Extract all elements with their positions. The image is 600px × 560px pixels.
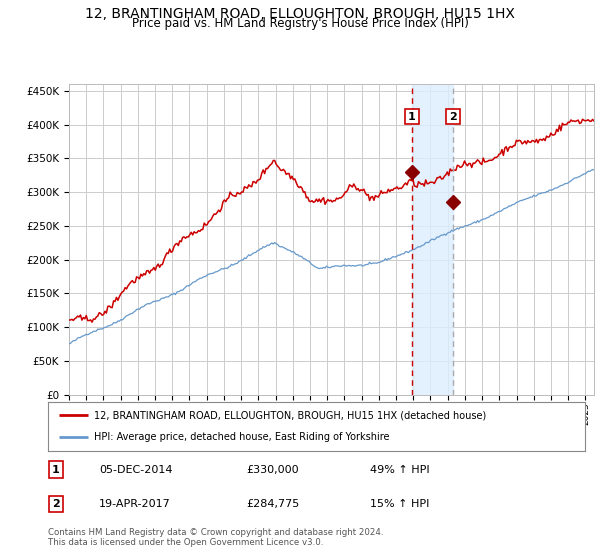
Text: 49% ↑ HPI: 49% ↑ HPI bbox=[370, 465, 430, 475]
Text: 19-APR-2017: 19-APR-2017 bbox=[99, 499, 171, 509]
Text: Price paid vs. HM Land Registry's House Price Index (HPI): Price paid vs. HM Land Registry's House … bbox=[131, 17, 469, 30]
Text: HPI: Average price, detached house, East Riding of Yorkshire: HPI: Average price, detached house, East… bbox=[94, 432, 389, 442]
Text: 15% ↑ HPI: 15% ↑ HPI bbox=[370, 499, 430, 509]
Text: Contains HM Land Registry data © Crown copyright and database right 2024.
This d: Contains HM Land Registry data © Crown c… bbox=[48, 528, 383, 547]
Text: 12, BRANTINGHAM ROAD, ELLOUGHTON, BROUGH, HU15 1HX (detached house): 12, BRANTINGHAM ROAD, ELLOUGHTON, BROUGH… bbox=[94, 410, 486, 421]
Bar bbox=[412, 84, 453, 395]
Text: 12, BRANTINGHAM ROAD, ELLOUGHTON, BROUGH, HU15 1HX: 12, BRANTINGHAM ROAD, ELLOUGHTON, BROUGH… bbox=[85, 7, 515, 21]
Text: 1: 1 bbox=[52, 465, 60, 475]
Text: 05-DEC-2014: 05-DEC-2014 bbox=[99, 465, 173, 475]
Text: 2: 2 bbox=[449, 111, 457, 122]
Text: 2: 2 bbox=[52, 499, 60, 509]
Text: £284,775: £284,775 bbox=[247, 499, 300, 509]
Text: 1: 1 bbox=[408, 111, 416, 122]
Text: £330,000: £330,000 bbox=[247, 465, 299, 475]
